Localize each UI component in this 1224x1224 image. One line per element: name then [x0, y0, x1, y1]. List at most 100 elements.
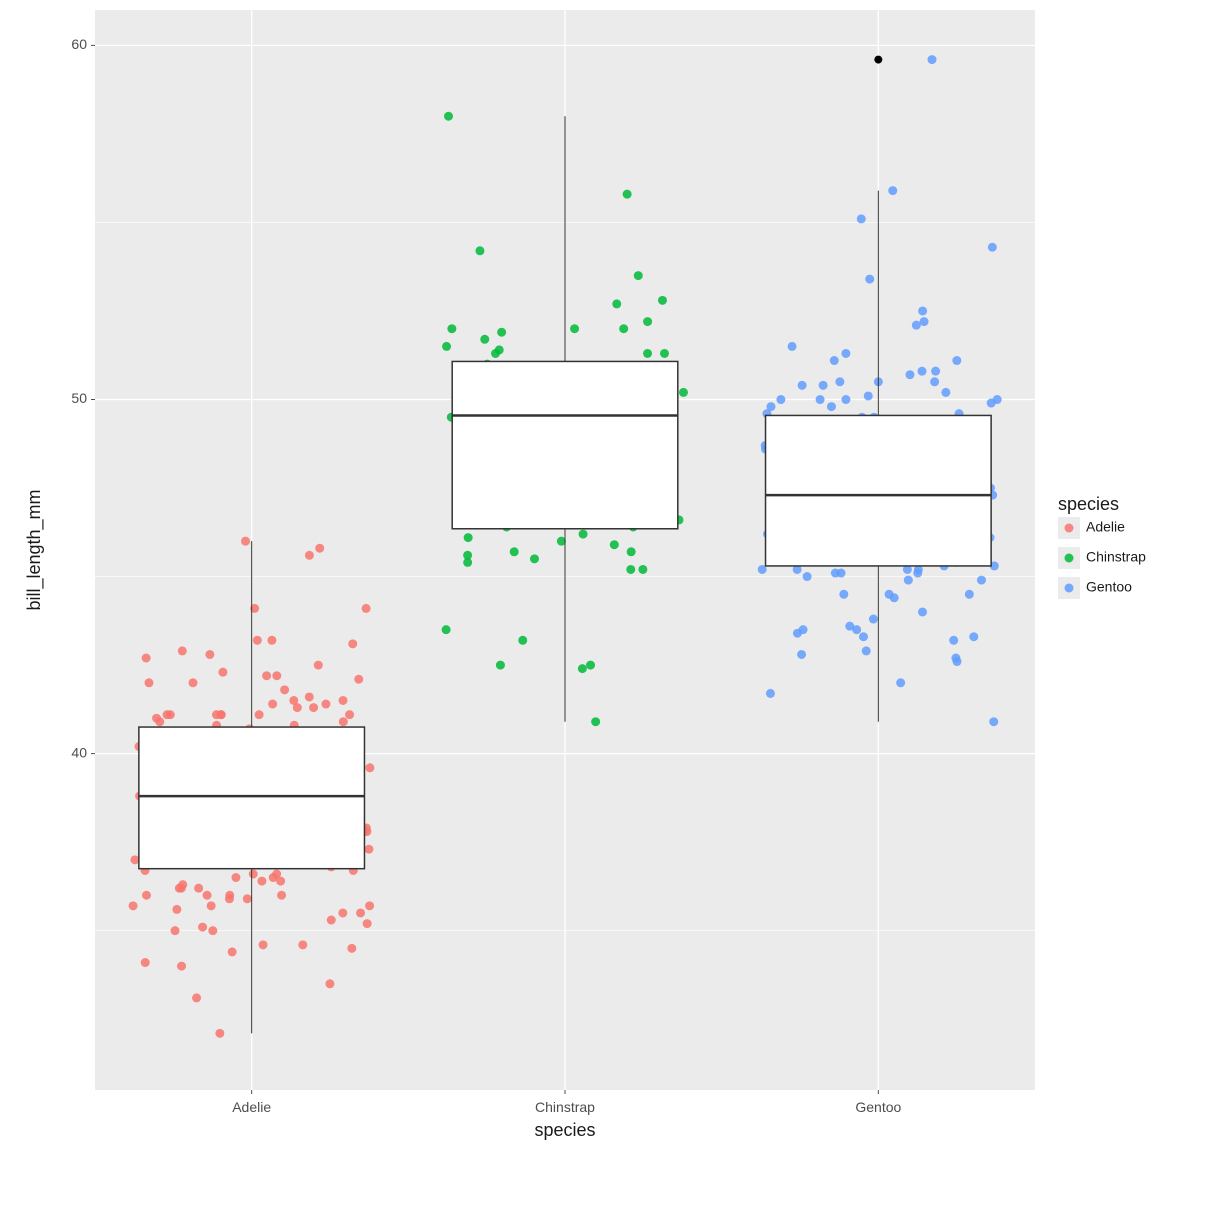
jitter-point: [269, 873, 278, 882]
jitter-point: [912, 321, 921, 330]
jitter-point: [243, 894, 252, 903]
box: [766, 415, 992, 565]
jitter-point: [171, 926, 180, 935]
jitter-point: [314, 661, 323, 670]
jitter-point: [928, 55, 937, 64]
jitter-point: [463, 551, 472, 560]
jitter-point: [480, 335, 489, 344]
jitter-point: [658, 296, 667, 305]
jitter-point: [142, 891, 151, 900]
jitter-point: [766, 402, 775, 411]
jitter-point: [365, 763, 374, 772]
jitter-point: [338, 908, 347, 917]
outlier-point: [874, 56, 882, 64]
x-tick-label: Adelie: [232, 1099, 271, 1115]
jitter-point: [152, 714, 161, 723]
jitter-point: [643, 317, 652, 326]
jitter-point: [578, 664, 587, 673]
jitter-point: [203, 891, 212, 900]
legend-title: species: [1058, 494, 1119, 514]
jitter-point: [906, 370, 915, 379]
jitter-point: [262, 671, 271, 680]
jitter-point: [475, 246, 484, 255]
chart-container: 40 50 60 Adelie Chinstrap Gentoo species bill_l…: [0, 0, 1224, 1224]
boxplot-chart: 40 50 60 Adelie Chinstrap Gentoo species bill_l…: [0, 0, 1224, 1224]
jitter-point: [591, 717, 600, 726]
jitter-point: [835, 377, 844, 386]
jitter-point: [259, 940, 268, 949]
jitter-point: [207, 901, 216, 910]
legend-label: Gentoo: [1086, 579, 1132, 595]
jitter-point: [827, 402, 836, 411]
jitter-point: [885, 590, 894, 599]
jitter-point: [348, 639, 357, 648]
jitter-point: [496, 661, 505, 670]
jitter-point: [215, 1029, 224, 1038]
jitter-point: [510, 547, 519, 556]
jitter-point: [530, 554, 539, 563]
y-axis-title: bill_length_mm: [24, 489, 45, 610]
jitter-point: [364, 845, 373, 854]
x-tick-label: Chinstrap: [535, 1099, 595, 1115]
jitter-point: [931, 367, 940, 376]
jitter-point: [888, 186, 897, 195]
jitter-point: [442, 625, 451, 634]
y-tick-label: 40: [71, 744, 87, 760]
jitter-point: [363, 919, 372, 928]
jitter-point: [941, 388, 950, 397]
y-tick-label: 60: [71, 36, 87, 52]
jitter-point: [442, 342, 451, 351]
jitter-point: [144, 678, 153, 687]
jitter-point: [231, 873, 240, 882]
jitter-point: [356, 908, 365, 917]
jitter-point: [570, 324, 579, 333]
jitter-point: [797, 650, 806, 659]
jitter-point: [289, 696, 298, 705]
jitter-point: [198, 923, 207, 932]
jitter-point: [518, 636, 527, 645]
jitter-point: [626, 565, 635, 574]
jitter-point: [327, 916, 336, 925]
jitter-point: [444, 112, 453, 121]
jitter-point: [918, 306, 927, 315]
jitter-point: [952, 356, 961, 365]
jitter-point: [634, 271, 643, 280]
jitter-point: [192, 993, 201, 1002]
jitter-point: [175, 884, 184, 893]
jitter-point: [859, 632, 868, 641]
jitter-point: [497, 328, 506, 337]
legend-swatch: [1065, 524, 1074, 533]
legend-swatch: [1065, 554, 1074, 563]
jitter-point: [841, 349, 850, 358]
y-tick-label: 50: [71, 390, 87, 406]
jitter-point: [365, 901, 374, 910]
jitter-point: [241, 537, 250, 546]
jitter-point: [208, 926, 217, 935]
jitter-point: [280, 685, 289, 694]
jitter-point: [579, 530, 588, 539]
jitter-point: [586, 661, 595, 670]
jitter-point: [918, 367, 927, 376]
jitter-point: [776, 395, 785, 404]
jitter-point: [610, 540, 619, 549]
jitter-point: [325, 979, 334, 988]
legend: speciesAdelieChinstrapGentoo: [1058, 494, 1146, 599]
jitter-point: [819, 381, 828, 390]
legend-label: Chinstrap: [1086, 549, 1146, 565]
jitter-point: [989, 717, 998, 726]
jitter-point: [172, 905, 181, 914]
jitter-point: [862, 646, 871, 655]
jitter-point: [865, 275, 874, 284]
jitter-point: [988, 243, 997, 252]
jitter-point: [831, 569, 840, 578]
x-axis-title: species: [534, 1120, 595, 1140]
jitter-point: [619, 324, 628, 333]
jitter-point: [267, 636, 276, 645]
jitter-point: [354, 675, 363, 684]
jitter-point: [362, 604, 371, 613]
jitter-point: [272, 671, 281, 680]
jitter-point: [949, 636, 958, 645]
jitter-point: [839, 590, 848, 599]
jitter-point: [228, 947, 237, 956]
jitter-point: [141, 958, 150, 967]
